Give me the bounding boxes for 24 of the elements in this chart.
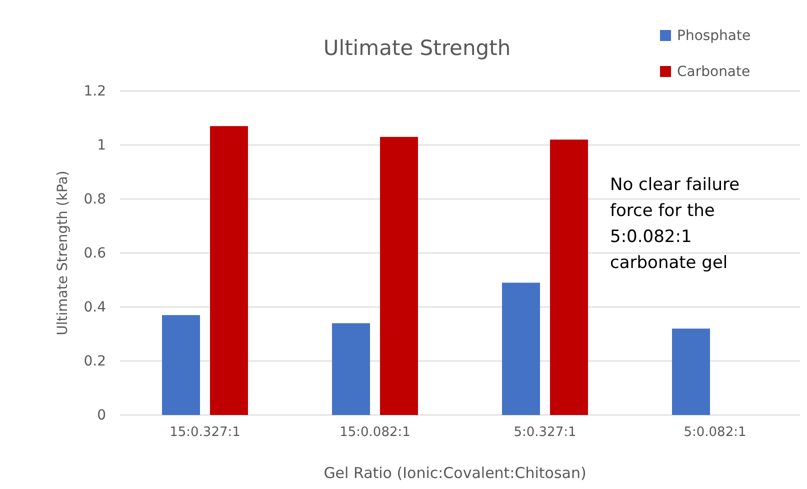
y-tick-label: 0.4 bbox=[84, 299, 106, 316]
y-tick-label: 0.6 bbox=[84, 245, 106, 262]
y-tick-label: 1 bbox=[97, 137, 106, 154]
bar bbox=[502, 282, 540, 415]
bar bbox=[210, 126, 248, 415]
x-axis-title: Gel Ratio (Ionic:Covalent:Chitosan) bbox=[324, 464, 586, 482]
legend-label: Carbonate bbox=[677, 64, 750, 80]
y-tick-label: 0 bbox=[97, 407, 106, 424]
bar bbox=[380, 136, 418, 415]
y-axis-title: Ultimate Strength (kPa) bbox=[55, 170, 71, 336]
x-tick-label: 5:0.327:1 bbox=[514, 425, 576, 440]
bar bbox=[672, 328, 710, 415]
chart-title: Ultimate Strength bbox=[323, 36, 511, 60]
annotation: No clear failure force for the 5:0.082:1 carbonate gel bbox=[610, 175, 740, 273]
bar bbox=[162, 315, 200, 415]
x-tick-label: 15:0.082:1 bbox=[340, 425, 410, 440]
legend-label: Phosphate bbox=[677, 28, 751, 44]
y-tick-label: 0.2 bbox=[84, 353, 106, 370]
bar bbox=[550, 140, 588, 415]
y-tick-label: 1.2 bbox=[84, 83, 106, 100]
x-tick-label: 15:0.327:1 bbox=[170, 425, 240, 440]
x-tick-label: 5:0.082:1 bbox=[684, 425, 746, 440]
bar bbox=[332, 323, 370, 415]
y-tick-label: 0.8 bbox=[84, 191, 106, 208]
